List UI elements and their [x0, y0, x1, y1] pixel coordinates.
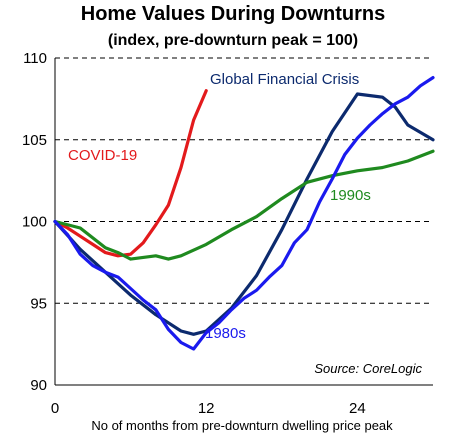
x-tick-12: 12: [198, 400, 215, 417]
label-1990s: 1990s: [330, 187, 371, 204]
y-tick-110: 110: [23, 50, 47, 67]
x-tick-labels: 0 12 24: [51, 400, 366, 417]
x-tick-0: 0: [51, 400, 59, 417]
y-tick-labels: 90 95 100 105 110: [22, 50, 47, 394]
x-tick-24: 24: [349, 400, 366, 417]
y-tick-90: 90: [30, 377, 47, 394]
series-lines: [53, 75, 435, 351]
label-global-financial-crisis: Global Financial Crisis: [210, 71, 359, 88]
x-axis-title: No of months from pre-downturn dwelling …: [91, 418, 393, 433]
source-note: Source: CoreLogic: [314, 361, 422, 376]
y-tick-105: 105: [22, 132, 47, 149]
y-tick-95: 95: [30, 295, 47, 312]
series-line-global-financial-crisis: [53, 92, 435, 336]
chart-subtitle: (index, pre-downturn peak = 100): [108, 32, 358, 49]
series-line-1980s: [53, 75, 435, 351]
y-tick-100: 100: [22, 214, 47, 231]
series-line-covid-19: [53, 89, 208, 258]
label-covid-19: COVID-19: [68, 147, 137, 164]
label-1980s: 1980s: [205, 325, 246, 342]
chart-title: Home Values During Downturns: [81, 3, 385, 25]
gridlines: [55, 57, 433, 304]
series-line-1990s: [53, 149, 435, 261]
